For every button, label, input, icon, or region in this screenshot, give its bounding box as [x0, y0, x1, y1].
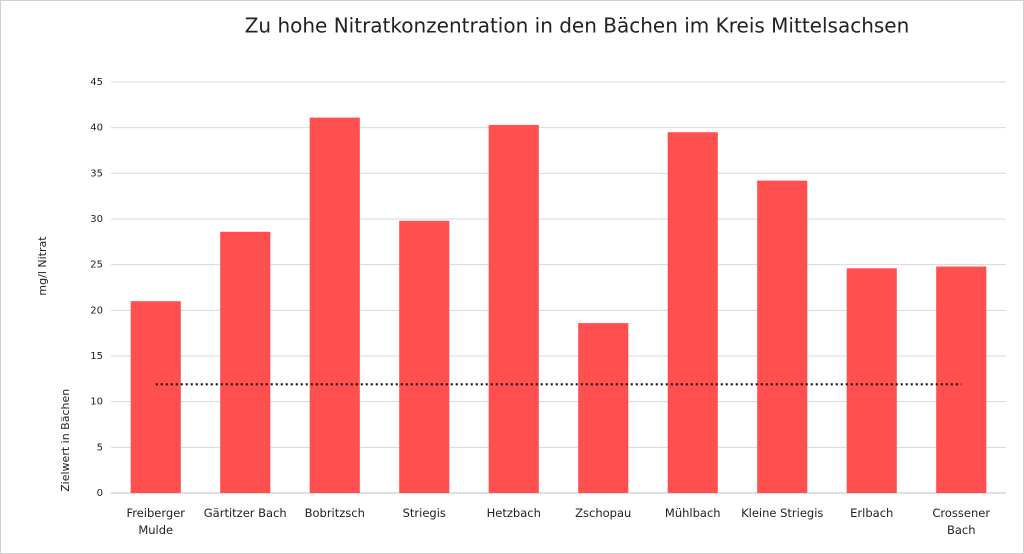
y-tick-label: 25	[90, 260, 103, 271]
y-axis-label: mg/l Nitrat	[36, 236, 49, 296]
y-tick-label: 35	[90, 168, 103, 179]
y-tick-label: 0	[97, 488, 103, 499]
x-tick-label: Zschopau	[575, 506, 632, 520]
bar	[667, 132, 718, 493]
bar	[130, 301, 181, 493]
x-tick-label: Kleine Striegis	[741, 506, 824, 520]
y-tick-label: 40	[90, 123, 103, 134]
y-tick-label: 10	[90, 397, 103, 408]
x-tick-label: Hetzbach	[486, 506, 541, 520]
bar	[578, 323, 629, 493]
target-label: Zielwert in Bächen	[59, 389, 72, 492]
x-tick-label: Freiberger Mulde	[126, 506, 185, 537]
bar	[309, 117, 360, 494]
x-tick-label: Bobritzsch	[304, 506, 365, 520]
x-tick-label: Mühlbach	[664, 506, 721, 520]
bar	[488, 124, 539, 493]
x-tick-label: Gärtitzer Bach	[203, 506, 287, 520]
y-tick-label: 5	[97, 442, 103, 453]
y-tick-label: 45	[90, 77, 103, 88]
x-tick-label: Striegis	[402, 506, 446, 520]
chart-title: Zu hohe Nitratkonzentration in den Bäche…	[245, 14, 910, 38]
y-tick-label: 15	[90, 351, 103, 362]
bar	[220, 231, 271, 493]
y-tick-label: 30	[90, 214, 103, 225]
x-tick-label: Crossener Bach	[932, 506, 991, 537]
y-tick-label: 20	[90, 305, 103, 316]
bar	[757, 180, 808, 493]
bar	[846, 268, 897, 493]
bar	[399, 220, 450, 493]
x-tick-label: Erlbach	[850, 506, 894, 520]
bar	[936, 266, 987, 493]
